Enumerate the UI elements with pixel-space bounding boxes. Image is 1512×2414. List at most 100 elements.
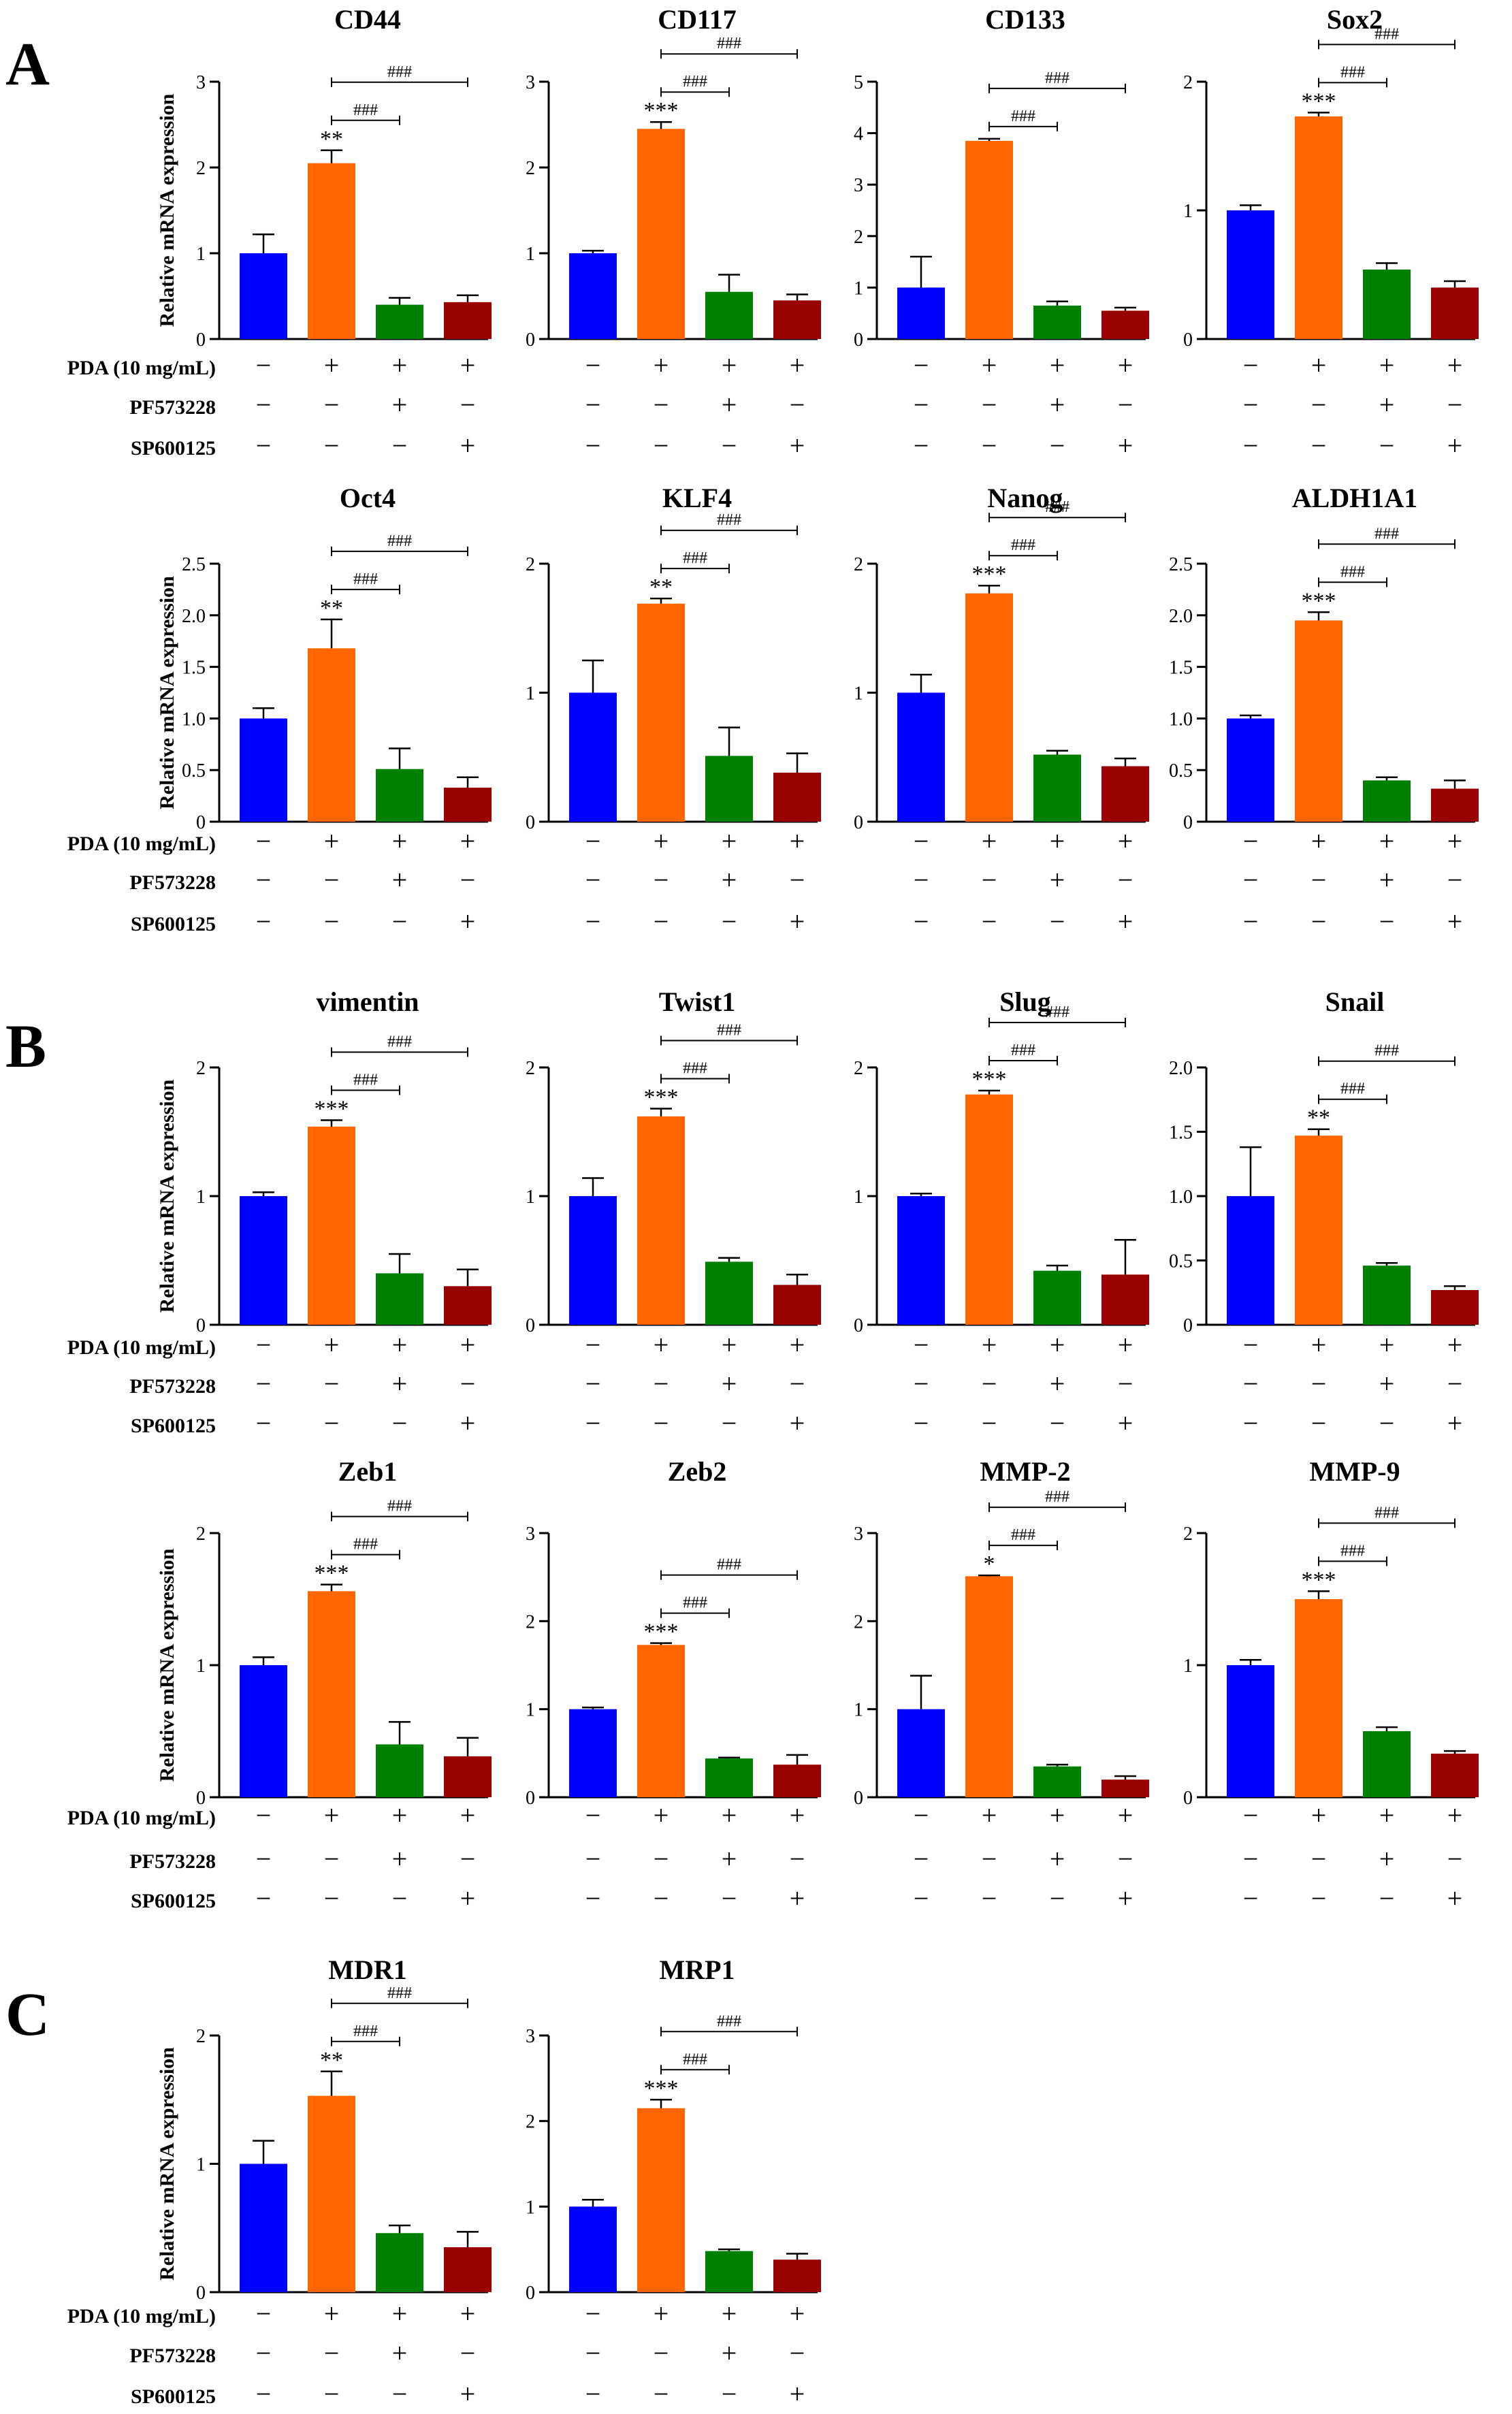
hash-label: ### <box>387 63 412 81</box>
condition-sign: − <box>914 1330 929 1360</box>
significance-stars: ** <box>1307 1106 1330 1131</box>
condition-sign: − <box>1447 1368 1463 1399</box>
y-axis-label: Relative mRNA expression <box>156 1548 178 1782</box>
condition-sign: − <box>654 2379 669 2409</box>
y-tick-label: 2 <box>196 158 206 179</box>
bar-4 <box>1431 1753 1479 1797</box>
condition-label-2: PF573228 <box>129 1850 216 1873</box>
chart-title: Twist1 <box>659 986 736 1017</box>
condition-sign: + <box>654 826 669 856</box>
chart-title: MMP-2 <box>980 1456 1070 1487</box>
condition-sign: − <box>256 350 272 381</box>
chart-title: ALDH1A1 <box>1292 483 1417 513</box>
condition-sign: + <box>1379 1844 1395 1874</box>
condition-sign: − <box>914 1844 929 1874</box>
condition-sign: − <box>1050 906 1065 937</box>
condition-sign: + <box>392 826 408 856</box>
comparison-bracket-1: ### <box>331 1071 400 1095</box>
comparison-bracket-2: ### <box>660 1021 798 1046</box>
y-tick-label: 1.0 <box>182 709 206 730</box>
y-tick-label: 0 <box>1183 812 1193 833</box>
condition-sign: + <box>324 350 340 381</box>
hash-label: ### <box>1340 63 1365 81</box>
bar-2 <box>1295 1599 1342 1797</box>
hash-label: ### <box>353 101 378 119</box>
y-axis-label: Relative mRNA expression <box>156 576 178 809</box>
condition-sign: − <box>256 1368 272 1399</box>
comparison-bracket-2: ### <box>660 1556 798 1580</box>
condition-label-2: PF573228 <box>129 1375 216 1398</box>
y-tick-label: 2.0 <box>182 606 206 627</box>
significance-stars: ** <box>649 575 673 600</box>
hash-label: ### <box>1045 498 1069 516</box>
condition-sign: − <box>324 1408 340 1438</box>
chart-title: CD44 <box>334 4 401 35</box>
bar-2 <box>965 140 1013 339</box>
bar-1 <box>240 718 287 822</box>
condition-sign: + <box>722 1368 737 1399</box>
bar-4 <box>1101 766 1149 822</box>
hash-label: ### <box>1340 1542 1365 1560</box>
condition-sign: − <box>1243 1330 1259 1360</box>
condition-sign: − <box>654 1408 669 1438</box>
condition-sign: + <box>982 350 997 381</box>
hash-label: ### <box>683 73 707 91</box>
hash-label: ### <box>1011 536 1035 554</box>
panel-letter-a: A <box>5 31 50 98</box>
condition-sign: + <box>460 1800 476 1831</box>
bar-2 <box>308 1126 355 1325</box>
comparison-bracket-2: ### <box>988 1488 1126 1513</box>
bar-2 <box>308 2095 355 2292</box>
condition-sign: − <box>324 1883 340 1914</box>
condition-sign: − <box>982 1844 997 1874</box>
condition-label-3: SP600125 <box>131 1890 216 1912</box>
condition-sign: − <box>256 2379 272 2409</box>
comparison-bracket-1: ### <box>1318 1542 1387 1566</box>
condition-sign: − <box>1243 350 1259 381</box>
y-tick-label: 2 <box>854 1611 863 1632</box>
condition-sign: + <box>654 1800 669 1831</box>
significance-stars: *** <box>1302 588 1336 613</box>
condition-sign: + <box>722 1330 737 1360</box>
y-tick-label: 2 <box>196 1058 206 1079</box>
bar-4 <box>773 1765 821 1797</box>
condition-sign: − <box>1050 1408 1065 1438</box>
condition-sign: − <box>585 2338 601 2368</box>
chart-snail: Snail 0 0.5 1.0 1.5 2.0 ** ### ### − + + + − − + − − − − + <box>1169 986 1479 1438</box>
bar-3 <box>376 1273 423 1325</box>
condition-label-1: PDA (10 mg/mL) <box>67 357 216 379</box>
y-tick-label: 0 <box>526 1788 535 1809</box>
chart-title: KLF4 <box>662 483 732 513</box>
condition-sign: + <box>460 2298 476 2329</box>
bar-4 <box>444 302 492 339</box>
bar-3 <box>705 1261 753 1325</box>
bar-4 <box>773 2259 821 2292</box>
condition-sign: − <box>914 430 929 461</box>
hash-label: ### <box>683 549 707 567</box>
chart-mmp-2: MMP-2 0 1 2 3 * ### ### − + + + − − + − − − − + <box>854 1456 1149 1914</box>
condition-sign: + <box>392 2298 408 2329</box>
y-tick-label: 1 <box>526 683 535 705</box>
condition-sign: + <box>790 1408 805 1438</box>
condition-sign: − <box>392 430 408 461</box>
bar-4 <box>1431 788 1479 822</box>
comparison-bracket-1: ### <box>660 549 730 574</box>
condition-sign: + <box>790 350 805 381</box>
y-tick-label: 0 <box>196 329 206 351</box>
condition-label-3: SP600125 <box>131 437 216 460</box>
condition-sign: + <box>1447 1883 1463 1914</box>
condition-sign: − <box>585 1408 601 1438</box>
condition-sign: − <box>1243 430 1259 461</box>
chart-title: MMP-9 <box>1309 1456 1400 1487</box>
y-tick-label: 1 <box>196 1187 206 1208</box>
condition-sign: − <box>324 2338 340 2368</box>
hash-label: ### <box>1340 1080 1365 1098</box>
hash-label: ### <box>717 1556 741 1574</box>
condition-sign: − <box>790 1368 805 1399</box>
y-tick-label: 5 <box>854 72 863 93</box>
chart-title: CD117 <box>658 4 737 35</box>
condition-sign: − <box>256 1800 272 1831</box>
